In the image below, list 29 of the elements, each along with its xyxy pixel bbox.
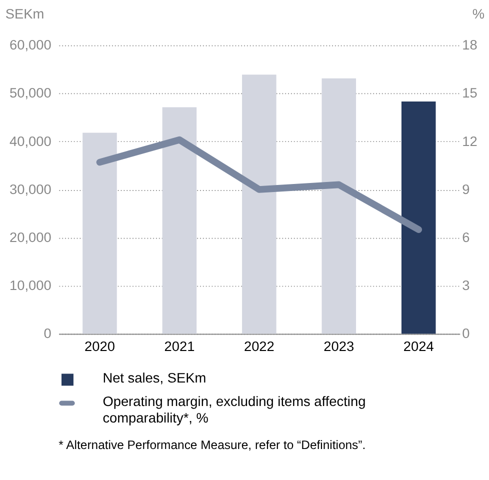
legend-label: Net sales, SEKm — [102, 370, 206, 386]
y-tick-label: 30,000 — [9, 182, 52, 197]
y-tick-label: 40,000 — [9, 134, 52, 149]
x-tick-label: 2022 — [244, 338, 274, 354]
y2-tick-label: 3 — [462, 278, 470, 294]
y-tick-label: 50,000 — [9, 86, 52, 101]
bar — [162, 107, 197, 334]
x-tick-label: 2020 — [84, 338, 116, 354]
y2-tick-label: 18 — [462, 38, 478, 53]
legend-label: Operating margin, excluding items affecting comparability*, % — [102, 394, 366, 426]
bar — [82, 132, 117, 334]
bar — [401, 101, 436, 334]
y-tick-label: 20,000 — [9, 230, 52, 245]
y2-tick-label: 0 — [462, 326, 470, 342]
y-tick-label: 10,000 — [9, 278, 52, 294]
x-tick-label: 2024 — [403, 338, 434, 354]
x-tick-label: 2021 — [164, 338, 195, 354]
y-tick-label: 60,000 — [9, 38, 52, 53]
text: * Alternative Performance Measure, refer to “Definitions”. — [58, 438, 366, 452]
y2-tick-label: 15 — [462, 86, 478, 101]
y2-axis-title: % — [472, 6, 485, 22]
y-tick-label: 0 — [44, 326, 52, 342]
y2-tick-label: 6 — [462, 230, 470, 245]
x-tick-label: 2023 — [324, 338, 354, 354]
bar — [322, 78, 356, 334]
y2-tick-label: 12 — [462, 134, 478, 149]
bar — [242, 74, 276, 334]
y2-tick-label: 9 — [462, 182, 470, 197]
y-axis-title: SEKm — [5, 6, 44, 22]
